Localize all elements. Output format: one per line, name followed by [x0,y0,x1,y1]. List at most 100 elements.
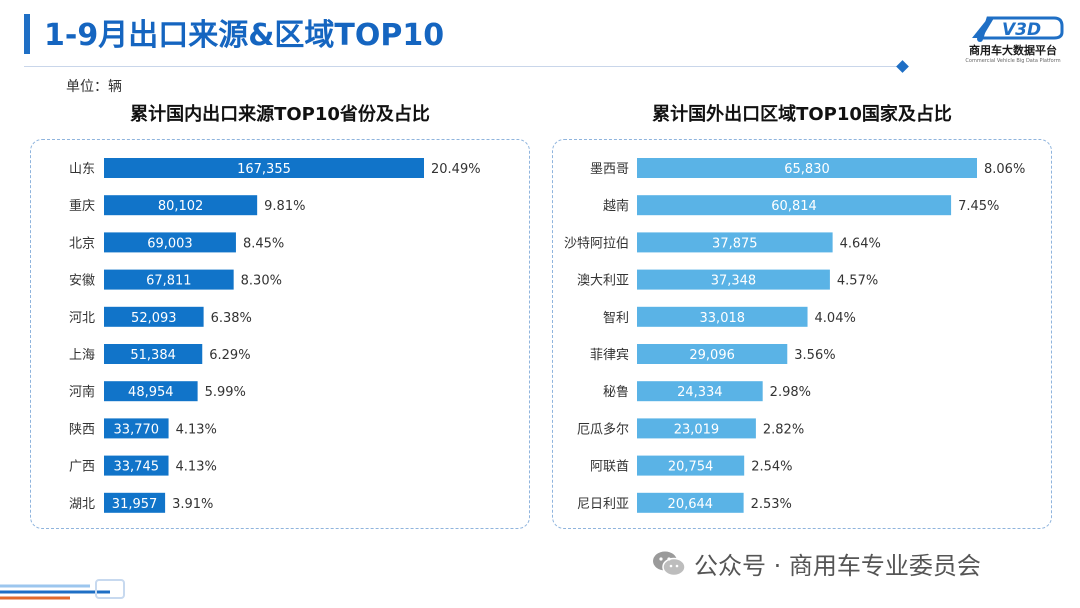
share-label: 2.82% [763,422,804,437]
bar-9 [104,455,169,476]
category-label: 河北 [69,311,95,326]
bar-value-label: 29,096 [689,348,735,363]
category-label: 山东 [69,162,95,177]
share-label: 4.57% [837,274,878,289]
category-label: 秘鲁 [603,385,629,400]
bar-value-label: 69,003 [147,236,193,251]
category-label: 河南 [69,384,95,400]
platform-logo: V3D 商用车大数据平台 Commercial Vehicle Big Data… [958,12,1068,72]
category-label: 沙特阿拉伯 [564,236,629,251]
bar-value-label: 37,875 [712,236,758,251]
category-label: 越南 [603,198,629,214]
category-label: 上海 [69,348,95,363]
category-label: 重庆 [69,198,95,214]
share-label: 4.13% [176,422,217,437]
bar-value-label: 67,811 [146,274,192,289]
logo-mark-text: V3D [1002,20,1041,40]
share-label: 6.29% [209,348,250,363]
left-bar-chart: 山东 167,355 20.49% 重庆 80,102 9.81% 北京 69,003 8.45… [69,158,481,513]
bar-value-label: 167,355 [237,162,291,177]
left-chart-panel: 山东 167,355 20.49% 重庆 80,102 9.81% 北京 69,003 8.45… [30,139,530,529]
footer-brand-text: 公众号 · 商用车专业委员会 [694,552,981,580]
right-chart-panel: 墨西哥 65,830 8.06% 越南 60,814 7.45% 沙特阿拉伯 37,875 4.… [552,139,1052,529]
bar-value-label: 65,830 [784,162,830,177]
share-label: 9.81% [264,199,305,214]
bar-1 [104,158,424,178]
category-label: 厄瓜多尔 [577,421,629,437]
bar-value-label: 33,018 [700,311,746,326]
bar-value-label: 20,754 [668,460,714,475]
share-label: 3.56% [794,348,835,363]
bar-value-label: 33,770 [114,422,160,437]
share-label: 8.30% [241,274,282,289]
wechat-icon [653,551,686,576]
category-label: 墨西哥 [590,162,629,177]
category-label: 广西 [69,460,95,475]
page-title: 1-9月出口来源&区域TOP10 [44,18,445,53]
share-label: 8.06% [984,162,1025,177]
bar-3 [637,232,833,253]
right-bar-chart: 墨西哥 65,830 8.06% 越南 60,814 7.45% 沙特阿拉伯 37,875 4.… [564,158,1025,513]
category-label: 陕西 [69,422,95,437]
bar-value-label: 33,745 [114,460,160,475]
right-chart-title: 累计国外出口区域TOP10国家及占比 [652,104,952,125]
category-label: 智利 [603,311,629,326]
bar-7 [637,381,763,402]
bar-4 [104,269,234,290]
share-label: 4.13% [176,460,217,475]
bar-10 [637,492,744,513]
share-label: 2.54% [751,460,792,475]
bar-value-label: 80,102 [158,199,204,214]
bar-6 [104,344,203,364]
bar-10 [104,492,166,513]
logo-text: 商用车大数据平台 [969,44,1057,57]
bar-value-label: 37,348 [711,274,757,289]
category-label: 澳大利亚 [577,273,629,289]
share-label: 3.91% [172,497,213,512]
category-label: 安徽 [69,274,95,289]
category-label: 菲律宾 [590,347,629,363]
share-label: 2.53% [751,497,792,512]
divider-end-marker [896,60,909,73]
bar-value-label: 48,954 [128,385,174,400]
bar-3 [104,232,236,253]
logo-subtext: Commercial Vehicle Big Data Platform [965,58,1061,64]
truck-logo-icon: V3D [972,16,1064,42]
bar-2 [637,195,952,216]
left-chart-title: 累计国内出口来源TOP10省份及占比 [130,104,430,125]
unit-label: 单位：辆 [66,79,122,95]
bar-5 [637,306,808,327]
share-label: 2.98% [770,385,811,400]
title-divider [24,66,904,67]
bar-value-label: 51,384 [130,348,176,363]
bar-9 [637,455,745,476]
bar-value-label: 52,093 [131,311,177,326]
bar-6 [637,344,788,364]
category-label: 北京 [69,236,95,251]
bar-value-label: 23,019 [674,422,720,437]
bar-value-label: 20,644 [668,497,714,512]
bar-8 [637,418,756,439]
bar-value-label: 31,957 [112,497,158,512]
category-label: 尼日利亚 [577,497,629,512]
title-accent-bar [24,14,30,54]
share-label: 8.45% [243,236,284,251]
share-label: 5.99% [205,385,246,400]
bar-value-label: 60,814 [771,199,817,214]
bar-8 [104,418,169,439]
share-label: 6.38% [211,311,252,326]
corner-decoration [0,579,125,600]
category-label: 湖北 [69,497,95,512]
bar-4 [637,269,830,290]
footer-brand: 公众号 · 商用车专业委员会 [652,546,981,581]
share-label: 7.45% [958,199,999,214]
bar-7 [104,381,198,402]
bar-value-label: 24,334 [677,385,723,400]
bar-5 [104,306,204,327]
share-label: 4.04% [815,311,856,326]
category-label: 阿联酋 [590,459,629,475]
bar-2 [104,195,258,216]
share-label: 4.64% [840,236,881,251]
bar-1 [637,158,977,178]
share-label: 20.49% [431,162,481,177]
